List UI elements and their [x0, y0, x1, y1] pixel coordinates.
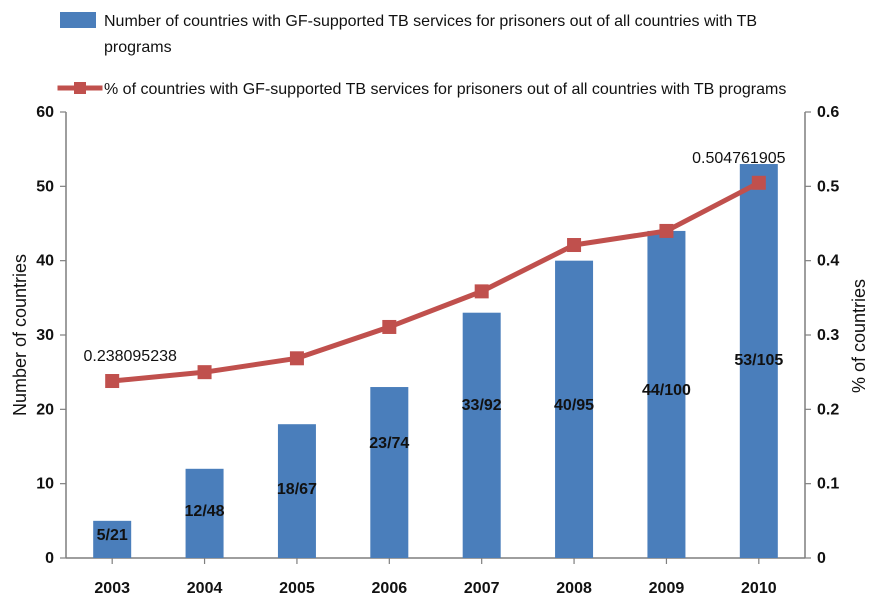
x-tick-label: 2004: [187, 580, 223, 597]
x-tick-label: 2005: [279, 580, 315, 597]
legend-label-bar-series: Number of countries with GF-supported TB…: [104, 13, 757, 56]
x-tick-label: 2003: [94, 580, 130, 597]
line-label-2003: 0.238095238: [83, 348, 177, 365]
right-y-tick-label: 0.1: [817, 476, 839, 493]
right-y-tick-label: 0.5: [817, 178, 839, 195]
line-point-2006: [382, 319, 397, 334]
legend-swatch-bar-series: [60, 12, 96, 28]
legend-marker-line-series: [74, 82, 86, 94]
legend-label-line-series: % of countries with GF-supported TB serv…: [104, 81, 786, 98]
legend-label-bar-series-line-2: programs: [104, 39, 172, 56]
left-y-tick-label: 20: [36, 401, 54, 418]
x-tick-label: 2007: [464, 580, 500, 597]
left-y-axis-title: Number of countries: [10, 254, 30, 416]
line-series: [105, 175, 766, 389]
x-tick-label: 2010: [741, 580, 777, 597]
bar-2007: [462, 312, 501, 558]
legend-label-bar-series-line-1: Number of countries with GF-supported TB…: [104, 13, 757, 30]
bar-2004: [185, 468, 224, 558]
left-y-tick-label: 30: [36, 327, 54, 344]
right-y-axis-title: % of countries: [849, 279, 869, 393]
bar-label-2006: 23/74: [369, 435, 409, 452]
right-y-tick-label: 0.2: [817, 401, 839, 418]
bar-label-2007: 33/92: [462, 397, 502, 414]
line-point-2003: [105, 374, 120, 389]
bar-2003: [93, 520, 132, 558]
line-point-2005: [289, 351, 304, 366]
line-point-2007: [474, 284, 489, 299]
bar-label-2005: 18/67: [277, 481, 317, 498]
bar-2008: [555, 260, 594, 558]
right-y-tick-label: 0.6: [817, 104, 839, 121]
line-point-2009: [659, 223, 674, 238]
bar-2009: [647, 230, 686, 558]
legend: Number of countries with GF-supported TB…: [57, 12, 786, 98]
bar-series: [93, 164, 778, 559]
left-y-tick-label: 50: [36, 178, 54, 195]
line-point-2010: [751, 175, 766, 190]
right-y-tick-label: 0.3: [817, 327, 839, 344]
left-y-tick-label: 60: [36, 104, 54, 121]
bar-label-2010: 53/105: [734, 352, 783, 369]
line-point-2004: [197, 365, 212, 380]
bar-label-2003: 5/21: [97, 527, 128, 544]
right-y-tick-label: 0: [817, 550, 826, 567]
right-y-tick-label: 0.4: [817, 253, 839, 270]
left-y-tick-label: 40: [36, 253, 54, 270]
axes: 0 10 20 30 40 50 60 0 0.1 0.2 0.3 0.4 0.5 0.6 2003 2004…: [10, 104, 869, 597]
left-y-tick-label: 0: [45, 550, 54, 567]
bar-label-2004: 12/48: [185, 503, 225, 520]
bar-2006: [370, 387, 409, 558]
bar-2010: [739, 164, 778, 559]
bar-label-2009: 44/100: [642, 382, 691, 399]
x-tick-label: 2009: [649, 580, 685, 597]
x-tick-label: 2008: [556, 580, 592, 597]
line-point-2008: [567, 238, 582, 253]
left-y-tick-label: 10: [36, 476, 54, 493]
line-label-2010: 0.504761905: [692, 150, 786, 167]
x-tick-label: 2006: [372, 580, 408, 597]
percentage-line: [109, 180, 762, 384]
bar-label-2008: 40/95: [554, 397, 594, 414]
data-labels: 5/21 12/48 18/67 23/74 33/92 40/95 44/100 53/10…: [83, 150, 785, 544]
bar-2005: [277, 424, 316, 558]
